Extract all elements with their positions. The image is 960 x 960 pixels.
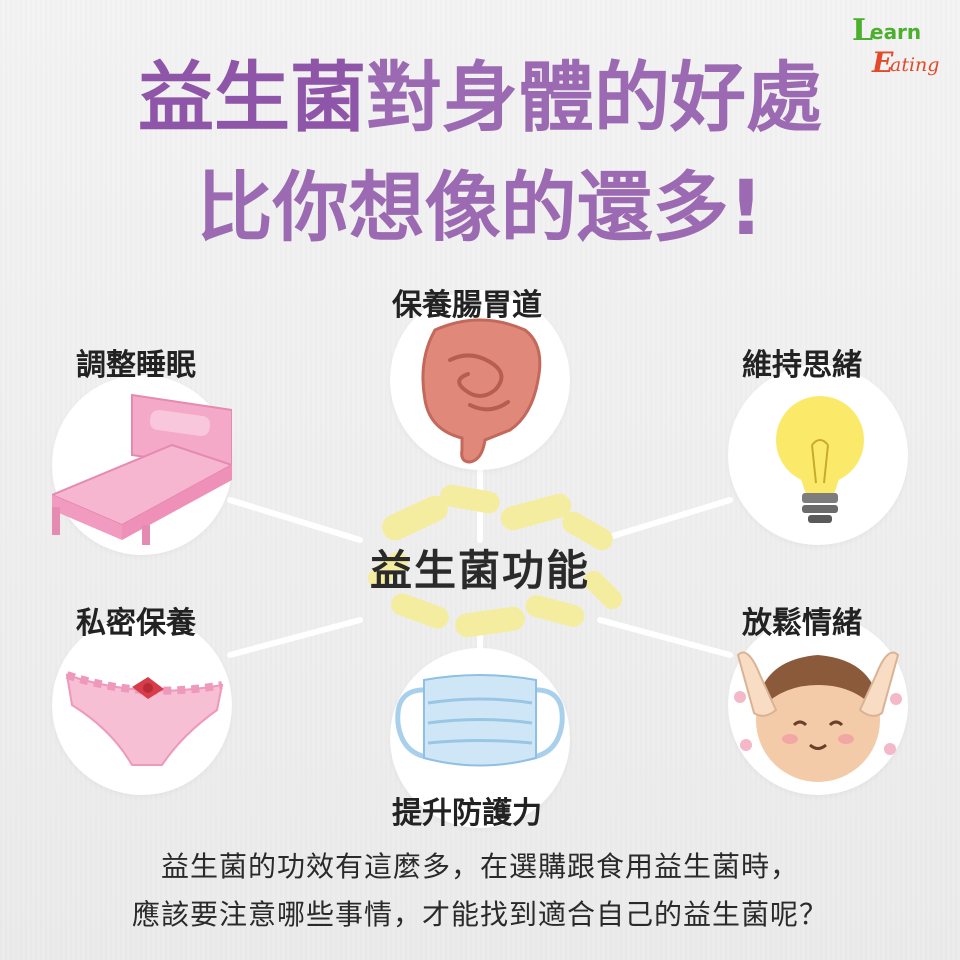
benefit-circle-thinking (728, 365, 908, 545)
benefit-label-gut: 保養腸胃道 (392, 288, 542, 323)
title-line-2: 比你想像的還多! (0, 158, 960, 258)
benefit-label-sleep: 調整睡眠 (76, 348, 196, 383)
benefit-circle-intimate (52, 615, 232, 795)
logo-letter-e: E (872, 46, 894, 79)
connector-lower-left (227, 617, 363, 658)
title-highlight-probiotics: 益生菌 (132, 48, 372, 148)
title-line-2-start: 比你想像的還 (196, 163, 653, 252)
benefit-circle-protection (390, 648, 570, 828)
learn-eating-logo: L earn E ating (852, 13, 947, 79)
connector-lower-right (597, 617, 733, 658)
intestine-icon (421, 318, 542, 464)
benefit-circle-gut (390, 290, 570, 470)
benefit-circle-relax (728, 615, 908, 795)
underwear-icon (65, 671, 224, 766)
title-highlight-more: 多 (646, 158, 735, 258)
logo-letter-l: L (852, 13, 874, 48)
bed-icon (49, 393, 235, 545)
logo-ating: ating (890, 54, 940, 76)
connector-upper-left (227, 497, 363, 543)
benefit-label-relax: 放鬆情緒 (742, 606, 862, 641)
benefit-label-thinking: 維持思緒 (742, 348, 862, 383)
lightbulb-icon (776, 396, 864, 523)
relaxed-face-icon (734, 651, 902, 782)
benefit-circle-sleep (49, 375, 235, 555)
face-mask-icon (395, 674, 565, 767)
title-line-1-rest: 對身體的好處 (366, 53, 822, 142)
logo-earn: earn (870, 20, 922, 44)
title-exclamation: ! (728, 163, 764, 252)
benefit-label-intimate: 私密保養 (76, 606, 196, 641)
footer-line-1: 益生菌的功效有這麼多，在選購跟食用益生菌時， (160, 850, 799, 883)
title-line-1: 益生菌對身體的好處 (0, 48, 960, 148)
footer-line-2: 應該要注意哪些事情，才能找到適合自己的益生菌呢？ (131, 898, 828, 931)
connector-upper-right (597, 497, 733, 543)
center-label: 益生菌功能 (369, 546, 590, 595)
benefit-label-protection: 提升防護力 (392, 796, 542, 831)
